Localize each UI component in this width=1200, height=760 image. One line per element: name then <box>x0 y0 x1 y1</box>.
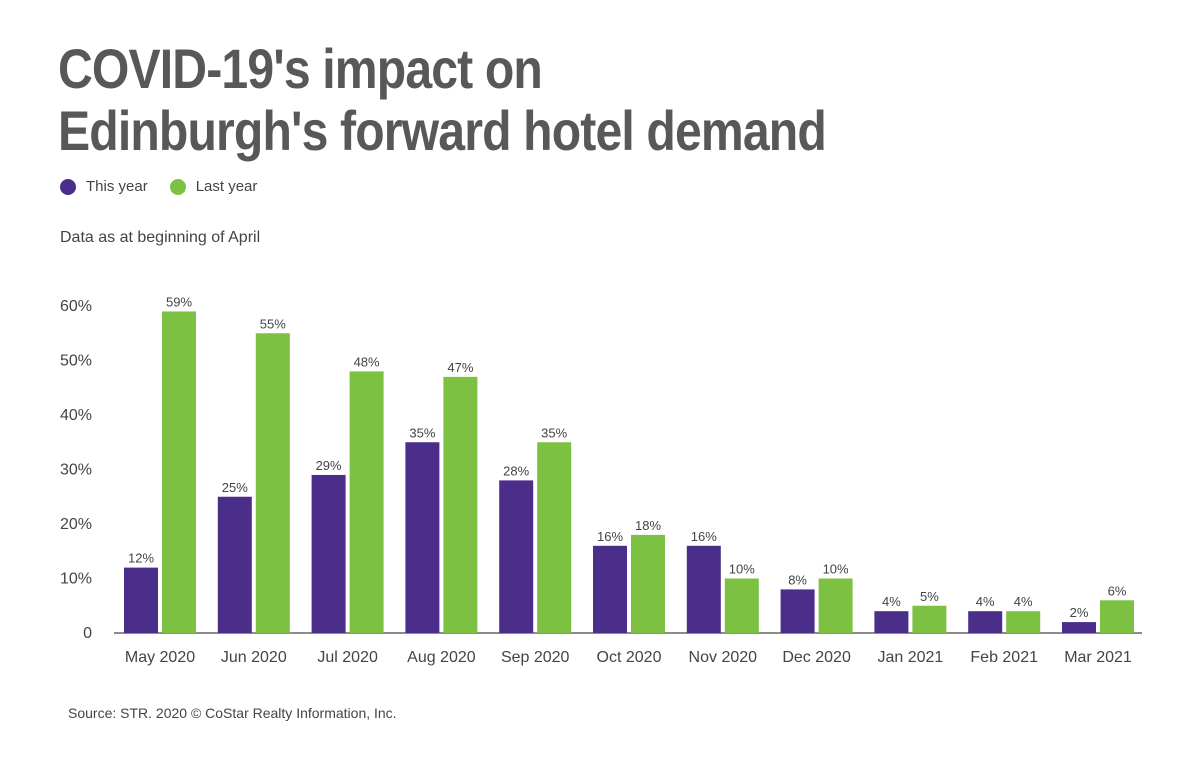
data-label: 29% <box>316 458 342 473</box>
y-tick-label: 0 <box>83 625 92 642</box>
data-label: 2% <box>1070 605 1089 620</box>
bar-last-year <box>1100 600 1134 633</box>
y-tick-label: 30% <box>60 462 92 479</box>
y-tick-label: 10% <box>60 571 92 588</box>
bar-this-year <box>499 480 534 633</box>
data-label: 5% <box>920 589 939 604</box>
x-tick-label: Dec 2020 <box>782 649 851 666</box>
bar-last-year <box>818 578 853 633</box>
chart-title-line-1: COVID-19's impact on <box>58 37 543 100</box>
x-tick-label: Mar 2021 <box>1064 649 1132 666</box>
data-label: 4% <box>882 594 901 609</box>
x-tick-label: Aug 2020 <box>407 649 476 666</box>
data-label: 8% <box>788 572 807 587</box>
bar-this-year <box>874 611 909 633</box>
data-label: 16% <box>691 529 717 544</box>
data-label: 35% <box>541 425 567 440</box>
x-tick-label: Jul 2020 <box>317 649 378 666</box>
y-tick-label: 50% <box>60 353 92 370</box>
legend-this-year-circle-icon <box>60 178 76 195</box>
data-label: 16% <box>597 529 623 544</box>
bar-last-year <box>724 578 759 633</box>
data-label: 10% <box>823 562 849 577</box>
bar-this-year <box>311 474 346 633</box>
legend-item-this-year: This year <box>60 178 148 195</box>
bar-this-year <box>686 545 721 633</box>
bar-last-year <box>255 333 290 633</box>
chart-title-line-2: Edinburgh's forward hotel demand <box>58 99 827 162</box>
legend-last-year-label: Last year <box>195 178 258 195</box>
x-tick-label: Feb 2021 <box>970 649 1038 666</box>
data-label: 47% <box>447 360 473 375</box>
y-tick-label: 60% <box>60 298 92 315</box>
bar-this-year <box>593 545 627 633</box>
bar-this-year <box>1062 622 1096 633</box>
chart-subtitle: Data as at beginning of April <box>60 229 261 246</box>
bar-this-year <box>217 496 252 633</box>
data-label: 59% <box>166 294 192 309</box>
data-label: 25% <box>222 480 248 495</box>
source-note: Source: STR. 2020 © CoStar Realty Inform… <box>68 705 397 721</box>
x-tick-label: Jan 2021 <box>877 649 943 666</box>
data-label: 4% <box>1014 594 1033 609</box>
bar-this-year <box>968 611 1003 633</box>
y-tick-label: 20% <box>60 516 92 533</box>
legend-this-year-label: This year <box>86 178 148 195</box>
data-label: 35% <box>409 425 435 440</box>
bar-this-year <box>780 589 815 633</box>
data-label: 28% <box>503 463 529 478</box>
x-tick-label: Oct 2020 <box>597 649 662 666</box>
bar-this-year <box>124 567 158 633</box>
bar-last-year <box>443 376 478 633</box>
x-tick-label: Sep 2020 <box>501 649 570 666</box>
data-label: 18% <box>635 518 661 533</box>
bar-last-year <box>349 371 384 633</box>
bar-last-year <box>912 605 947 633</box>
data-label: 48% <box>354 354 380 369</box>
bar-this-year <box>405 442 440 633</box>
data-label: 12% <box>128 551 154 566</box>
x-tick-label: May 2020 <box>125 649 195 666</box>
bar-last-year <box>1006 611 1041 633</box>
bar-last-year <box>537 442 572 633</box>
data-label: 4% <box>976 594 995 609</box>
legend: This year Last year <box>60 178 257 195</box>
legend-last-year-circle-icon <box>169 178 186 195</box>
data-label: 6% <box>1108 583 1127 598</box>
chart-title: COVID-19's impact on Edinburgh's forward… <box>58 37 827 162</box>
data-label: 10% <box>729 562 755 577</box>
x-tick-label: Jun 2020 <box>221 649 287 666</box>
bar-last-year <box>631 534 665 633</box>
x-tick-label: Nov 2020 <box>689 649 758 666</box>
data-label: 55% <box>260 316 286 331</box>
y-tick-label: 40% <box>60 407 92 424</box>
bar-last-year <box>162 311 196 633</box>
legend-item-last-year: Last year <box>169 178 258 195</box>
